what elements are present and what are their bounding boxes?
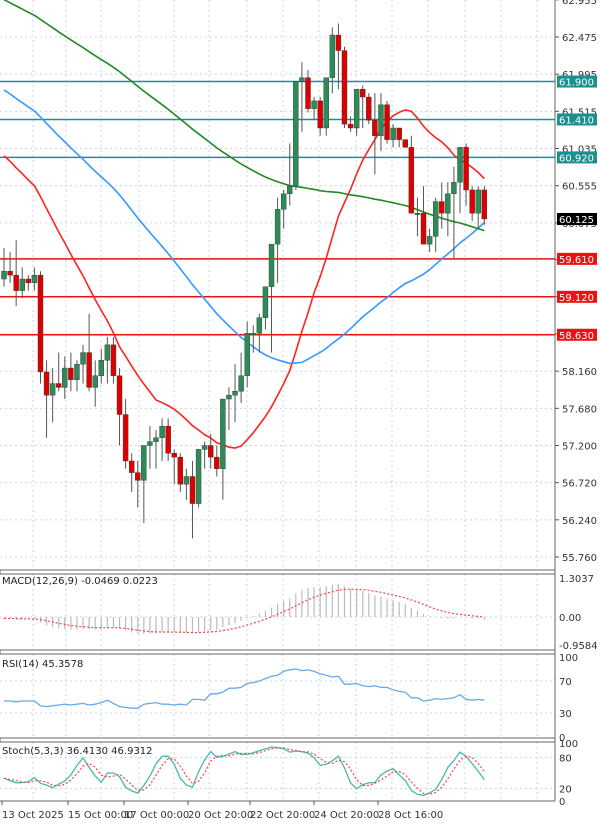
level-label: 58.630 <box>559 331 594 342</box>
macd-panel <box>0 584 555 635</box>
price-tick: 57.680 <box>562 404 597 415</box>
candlesticks <box>1 23 488 539</box>
price-tick: 62.955 <box>562 0 597 7</box>
svg-text:80: 80 <box>559 753 572 764</box>
svg-text:0.00: 0.00 <box>559 613 581 624</box>
grid <box>0 0 555 801</box>
level-label: 60.920 <box>559 153 594 164</box>
svg-text:1.3037: 1.3037 <box>559 574 594 585</box>
stoch-panel <box>0 746 555 797</box>
panel-frames <box>0 0 556 802</box>
price-axis: 62.95562.47561.99561.51561.03560.55560.0… <box>555 0 598 808</box>
price-tick: 55.760 <box>562 553 597 564</box>
price-tick: 56.720 <box>562 479 597 490</box>
price-tick: 56.240 <box>562 516 597 527</box>
level-label: 61.900 <box>559 78 594 89</box>
price-tick: 62.475 <box>562 33 597 44</box>
level-label: 59.120 <box>559 293 594 304</box>
svg-text:0: 0 <box>559 797 565 808</box>
time-label: 22 Oct 20:00 <box>250 810 315 821</box>
svg-text:70: 70 <box>559 677 572 688</box>
time-label: 17 Oct 00:00 <box>124 810 189 821</box>
svg-text:-0.9584: -0.9584 <box>559 641 598 652</box>
price-tick: 61.035 <box>562 145 597 156</box>
rsi-title: RSI(14) 45.3578 <box>2 659 83 670</box>
svg-text:100: 100 <box>559 739 578 750</box>
time-label: 15 Oct 00:00 <box>68 810 133 821</box>
svg-text:20: 20 <box>559 785 572 796</box>
price-tick: 58.160 <box>562 367 597 378</box>
moving-averages <box>3 0 485 449</box>
svg-text:100: 100 <box>559 653 578 664</box>
time-label: 28 Oct 16:00 <box>378 810 443 821</box>
svg-text:0: 0 <box>559 733 565 744</box>
time-label: 20 Oct 20:00 <box>188 810 253 821</box>
time-label: 13 Oct 2025 <box>2 810 64 821</box>
price-tick: 60.555 <box>562 182 597 193</box>
time-label: 24 Oct 20:00 <box>314 810 379 821</box>
price-tick: 61.515 <box>562 107 597 118</box>
level-label: 59.610 <box>559 255 594 266</box>
svg-text:30: 30 <box>559 709 572 720</box>
stoch-title: Stoch(5,3,3) 36.4130 46.9312 <box>2 746 153 757</box>
svg-text:60.125: 60.125 <box>559 215 594 226</box>
rsi-panel <box>0 668 555 714</box>
price-tick: 57.200 <box>562 441 597 452</box>
level-label: 61.410 <box>559 115 594 126</box>
macd-title: MACD(12,26,9) -0.0469 0.0223 <box>2 576 158 587</box>
